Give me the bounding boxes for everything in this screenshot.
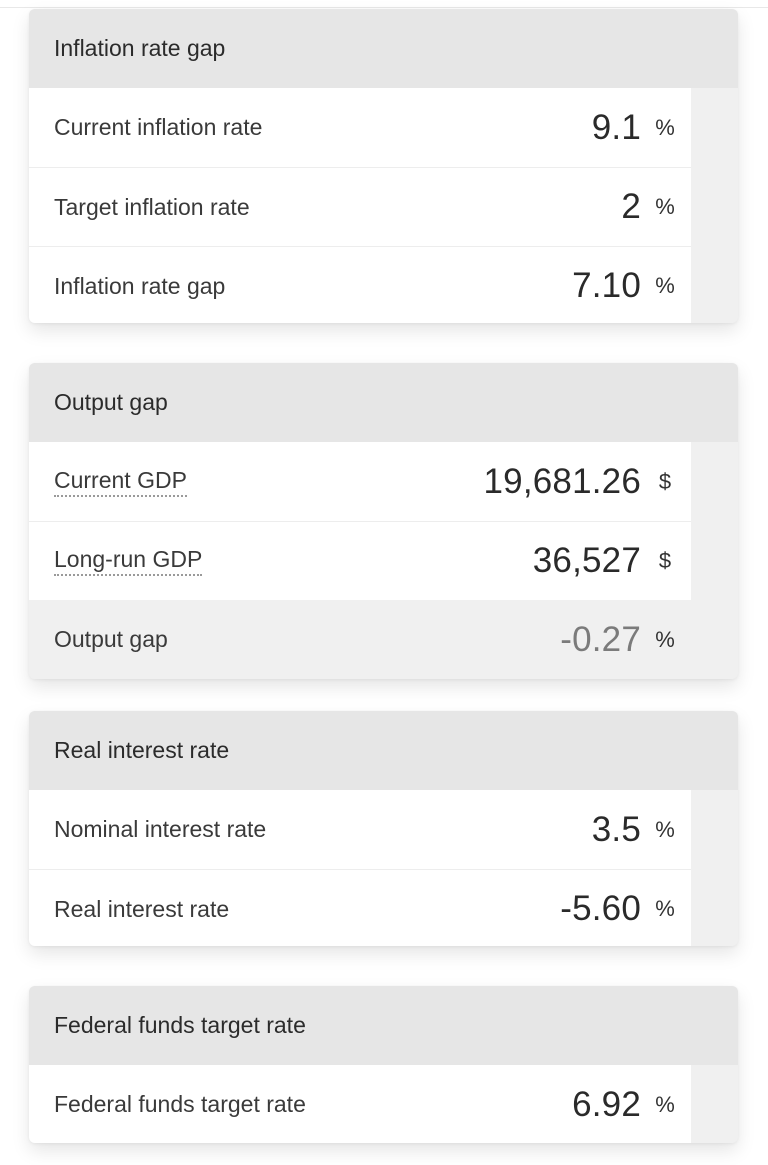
row-inflation-rate-gap: Inflation rate gap 7.10 % — [29, 246, 691, 323]
long-run-gdp-input[interactable]: 36,527 — [532, 541, 641, 580]
unit-selector[interactable]: % — [655, 626, 675, 652]
real-interest-rate-input[interactable]: -5.60 — [560, 889, 641, 928]
federal-funds-target-rate-input[interactable]: 6.92 — [572, 1084, 641, 1124]
panel-title: Real interest rate — [29, 711, 738, 790]
row-current-inflation-rate: Current inflation rate 9.1 % — [29, 88, 691, 167]
row-label[interactable]: Current GDP — [54, 467, 187, 497]
row-label: Real interest rate — [54, 895, 230, 922]
row-real-interest-rate: Real interest rate -5.60 % — [29, 869, 691, 946]
row-federal-funds-target-rate: Federal funds target rate 6.92 % — [29, 1065, 691, 1143]
panel-title: Federal funds target rate — [29, 986, 738, 1065]
panel-output-gap: Output gap Current GDP 19,681.26 $ Long-… — [29, 363, 738, 679]
nominal-interest-rate-input[interactable]: 3.5 — [591, 809, 641, 849]
row-label: Current inflation rate — [54, 114, 263, 140]
current-inflation-rate-input[interactable]: 9.1 — [591, 107, 641, 147]
unit-selector[interactable]: % — [655, 1091, 675, 1117]
row-label: Target inflation rate — [54, 193, 250, 220]
top-divider — [0, 7, 768, 8]
row-current-gdp: Current GDP 19,681.26 $ — [29, 442, 691, 521]
row-label[interactable]: Long-run GDP — [54, 546, 203, 576]
row-label: Inflation rate gap — [54, 272, 226, 299]
row-label: Nominal interest rate — [54, 816, 267, 842]
panel-federal-funds-target-rate: Federal funds target rate Federal funds … — [29, 986, 738, 1143]
unit-selector[interactable]: $ — [658, 468, 672, 494]
output-gap-value: -0.27 — [560, 619, 641, 659]
row-label: Federal funds target rate — [54, 1091, 306, 1117]
row-long-run-gdp: Long-run GDP 36,527 $ — [29, 521, 691, 600]
row-output-gap: Output gap -0.27 % — [29, 600, 691, 679]
panel-real-interest-rate: Real interest rate Nominal interest rate… — [29, 711, 738, 946]
unit-selector[interactable]: % — [655, 896, 675, 921]
row-label: Output gap — [54, 626, 168, 652]
unit-selector[interactable]: $ — [658, 548, 672, 573]
panel-inflation-rate-gap: Inflation rate gap Current inflation rat… — [29, 9, 738, 323]
unit-selector[interactable]: % — [655, 194, 675, 219]
panel-title: Inflation rate gap — [29, 9, 738, 88]
row-nominal-interest-rate: Nominal interest rate 3.5 % — [29, 790, 691, 869]
unit-selector[interactable]: % — [655, 114, 675, 140]
inflation-rate-gap-input[interactable]: 7.10 — [572, 266, 641, 305]
panel-title: Output gap — [29, 363, 738, 442]
unit-selector[interactable]: % — [655, 816, 675, 842]
row-target-inflation-rate: Target inflation rate 2 % — [29, 167, 691, 246]
unit-selector[interactable]: % — [655, 273, 675, 298]
target-inflation-rate-input[interactable]: 2 — [621, 187, 641, 226]
current-gdp-input[interactable]: 19,681.26 — [483, 461, 641, 501]
